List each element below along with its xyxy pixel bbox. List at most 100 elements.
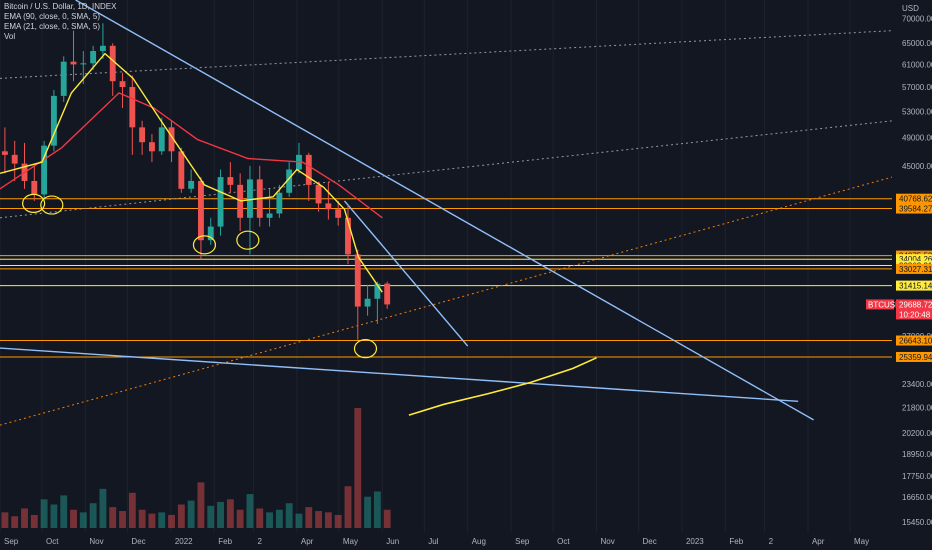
volume-bar xyxy=(128,492,136,528)
price-tick-label: 49000.00 xyxy=(902,133,932,142)
symbol-tag-label: BTCUSD xyxy=(868,300,901,309)
candle-body xyxy=(315,184,322,204)
price-tag-bg xyxy=(896,203,932,214)
legend-ema21: EMA (21, close, 0, SMA, 5) xyxy=(4,22,101,31)
candle-body xyxy=(227,177,234,185)
time-tick-label: Oct xyxy=(557,537,570,546)
time-tick-label: Apr xyxy=(812,537,825,546)
candle-body xyxy=(129,87,136,128)
candle-body xyxy=(109,45,116,82)
candle-body xyxy=(31,180,38,195)
price-tick-label: 45000.00 xyxy=(902,162,932,171)
time-tick-label: Feb xyxy=(218,537,232,546)
candle-body xyxy=(335,209,342,218)
volume-bar xyxy=(256,508,264,528)
candle-body xyxy=(188,180,195,189)
time-tick-label: 2 xyxy=(769,537,774,546)
candle-body xyxy=(139,127,146,143)
time-tick-label: Feb xyxy=(729,537,743,546)
price-tag-label: 34004.26 xyxy=(899,255,932,264)
candle-body xyxy=(354,254,361,307)
volume-bar xyxy=(177,504,185,528)
candle-body xyxy=(325,203,332,210)
volume-bar xyxy=(217,501,224,528)
price-tag-bg xyxy=(896,351,932,362)
time-tick-label: Sep xyxy=(515,537,530,546)
trendline xyxy=(0,176,893,426)
currency-label: USD xyxy=(902,4,919,13)
price-tag-label: 33027.31 xyxy=(899,265,932,274)
candle-body xyxy=(217,177,224,227)
time-tick-label: Dec xyxy=(131,537,145,546)
candle-body xyxy=(266,213,273,218)
candle-body xyxy=(364,298,371,307)
price-tag-label: 40768.62 xyxy=(899,195,932,204)
time-tick-label: 2022 xyxy=(175,537,193,546)
candle-body xyxy=(11,154,18,164)
volume-bar xyxy=(187,500,195,528)
price-tag-label: 39584.27 xyxy=(899,205,932,214)
volume-bar xyxy=(207,505,215,528)
candle-body xyxy=(70,61,77,65)
candle-body xyxy=(148,142,155,152)
price-tick-label: 65000.00 xyxy=(902,39,932,48)
volume-bar xyxy=(148,513,156,528)
ema90-line xyxy=(0,92,383,219)
volume-bar xyxy=(138,509,146,528)
volume-bar xyxy=(364,496,372,528)
legend-ema90: EMA (90, close, 0, SMA, 5) xyxy=(4,12,101,21)
long-ma-line xyxy=(408,357,597,416)
volume-bar xyxy=(295,513,303,528)
price-tag-label: 31415.14 xyxy=(899,282,932,291)
price-tag-bg xyxy=(896,254,932,265)
time-tick-label: May xyxy=(343,537,358,546)
volume-bar xyxy=(315,511,323,528)
time-tick-label: Sep xyxy=(4,537,19,546)
volume-bar xyxy=(70,509,77,528)
candle-body xyxy=(168,127,175,152)
candle-body xyxy=(99,45,106,52)
current-price-label: 29688.72 xyxy=(899,300,932,309)
price-tags: 40768.6239584.2734375.5234004.2633362.21… xyxy=(866,193,932,362)
volume-bar xyxy=(40,499,48,528)
chart-legend: Bitcoin / U.S. Dollar, 1D, INDEX EMA (90… xyxy=(4,2,116,42)
time-tick-label: Nov xyxy=(89,537,103,546)
price-tick-label: 16650.00 xyxy=(902,493,932,502)
volume-bar xyxy=(324,512,332,528)
annotation-circle xyxy=(192,235,217,255)
annotation-circle xyxy=(40,195,64,215)
price-tick-label: 61000.00 xyxy=(902,60,932,69)
ema21-line xyxy=(0,52,383,293)
volume-bar xyxy=(334,514,342,528)
volume-bar xyxy=(246,494,254,528)
candle-body xyxy=(80,63,87,65)
horizontal-levels xyxy=(0,198,892,358)
volume-bar xyxy=(89,503,97,528)
annotation-circle xyxy=(236,230,260,250)
symbol-tag-bg xyxy=(866,299,894,310)
candle-body xyxy=(178,151,185,189)
price-tag-bg xyxy=(896,263,932,274)
volume-bar xyxy=(236,509,244,528)
volume-bar xyxy=(275,509,283,528)
volume-bars xyxy=(1,408,391,528)
volume-bar xyxy=(60,495,68,528)
time-tick-label: Dec xyxy=(643,537,657,546)
candle-body xyxy=(60,61,67,96)
trendline xyxy=(0,347,799,403)
volume-bar xyxy=(1,512,9,528)
time-axis[interactable]: Sep Oct Nov Dec 2022 Feb 2 Apr May Jun Jul Aug Sep Oc… xyxy=(0,532,932,550)
price-tick-label: 15450.00 xyxy=(902,518,932,527)
volume-bar xyxy=(158,512,166,528)
volume-bar xyxy=(383,509,391,528)
candle-body xyxy=(345,217,351,255)
candle-body xyxy=(286,169,293,193)
volume-bar xyxy=(266,512,273,528)
candle-body xyxy=(247,179,253,218)
annotations xyxy=(22,193,378,359)
volume-bar xyxy=(30,514,38,528)
trendline xyxy=(0,120,893,219)
price-tick-label: 17750.00 xyxy=(902,472,932,481)
price-tick-label: 57000.00 xyxy=(902,83,932,92)
